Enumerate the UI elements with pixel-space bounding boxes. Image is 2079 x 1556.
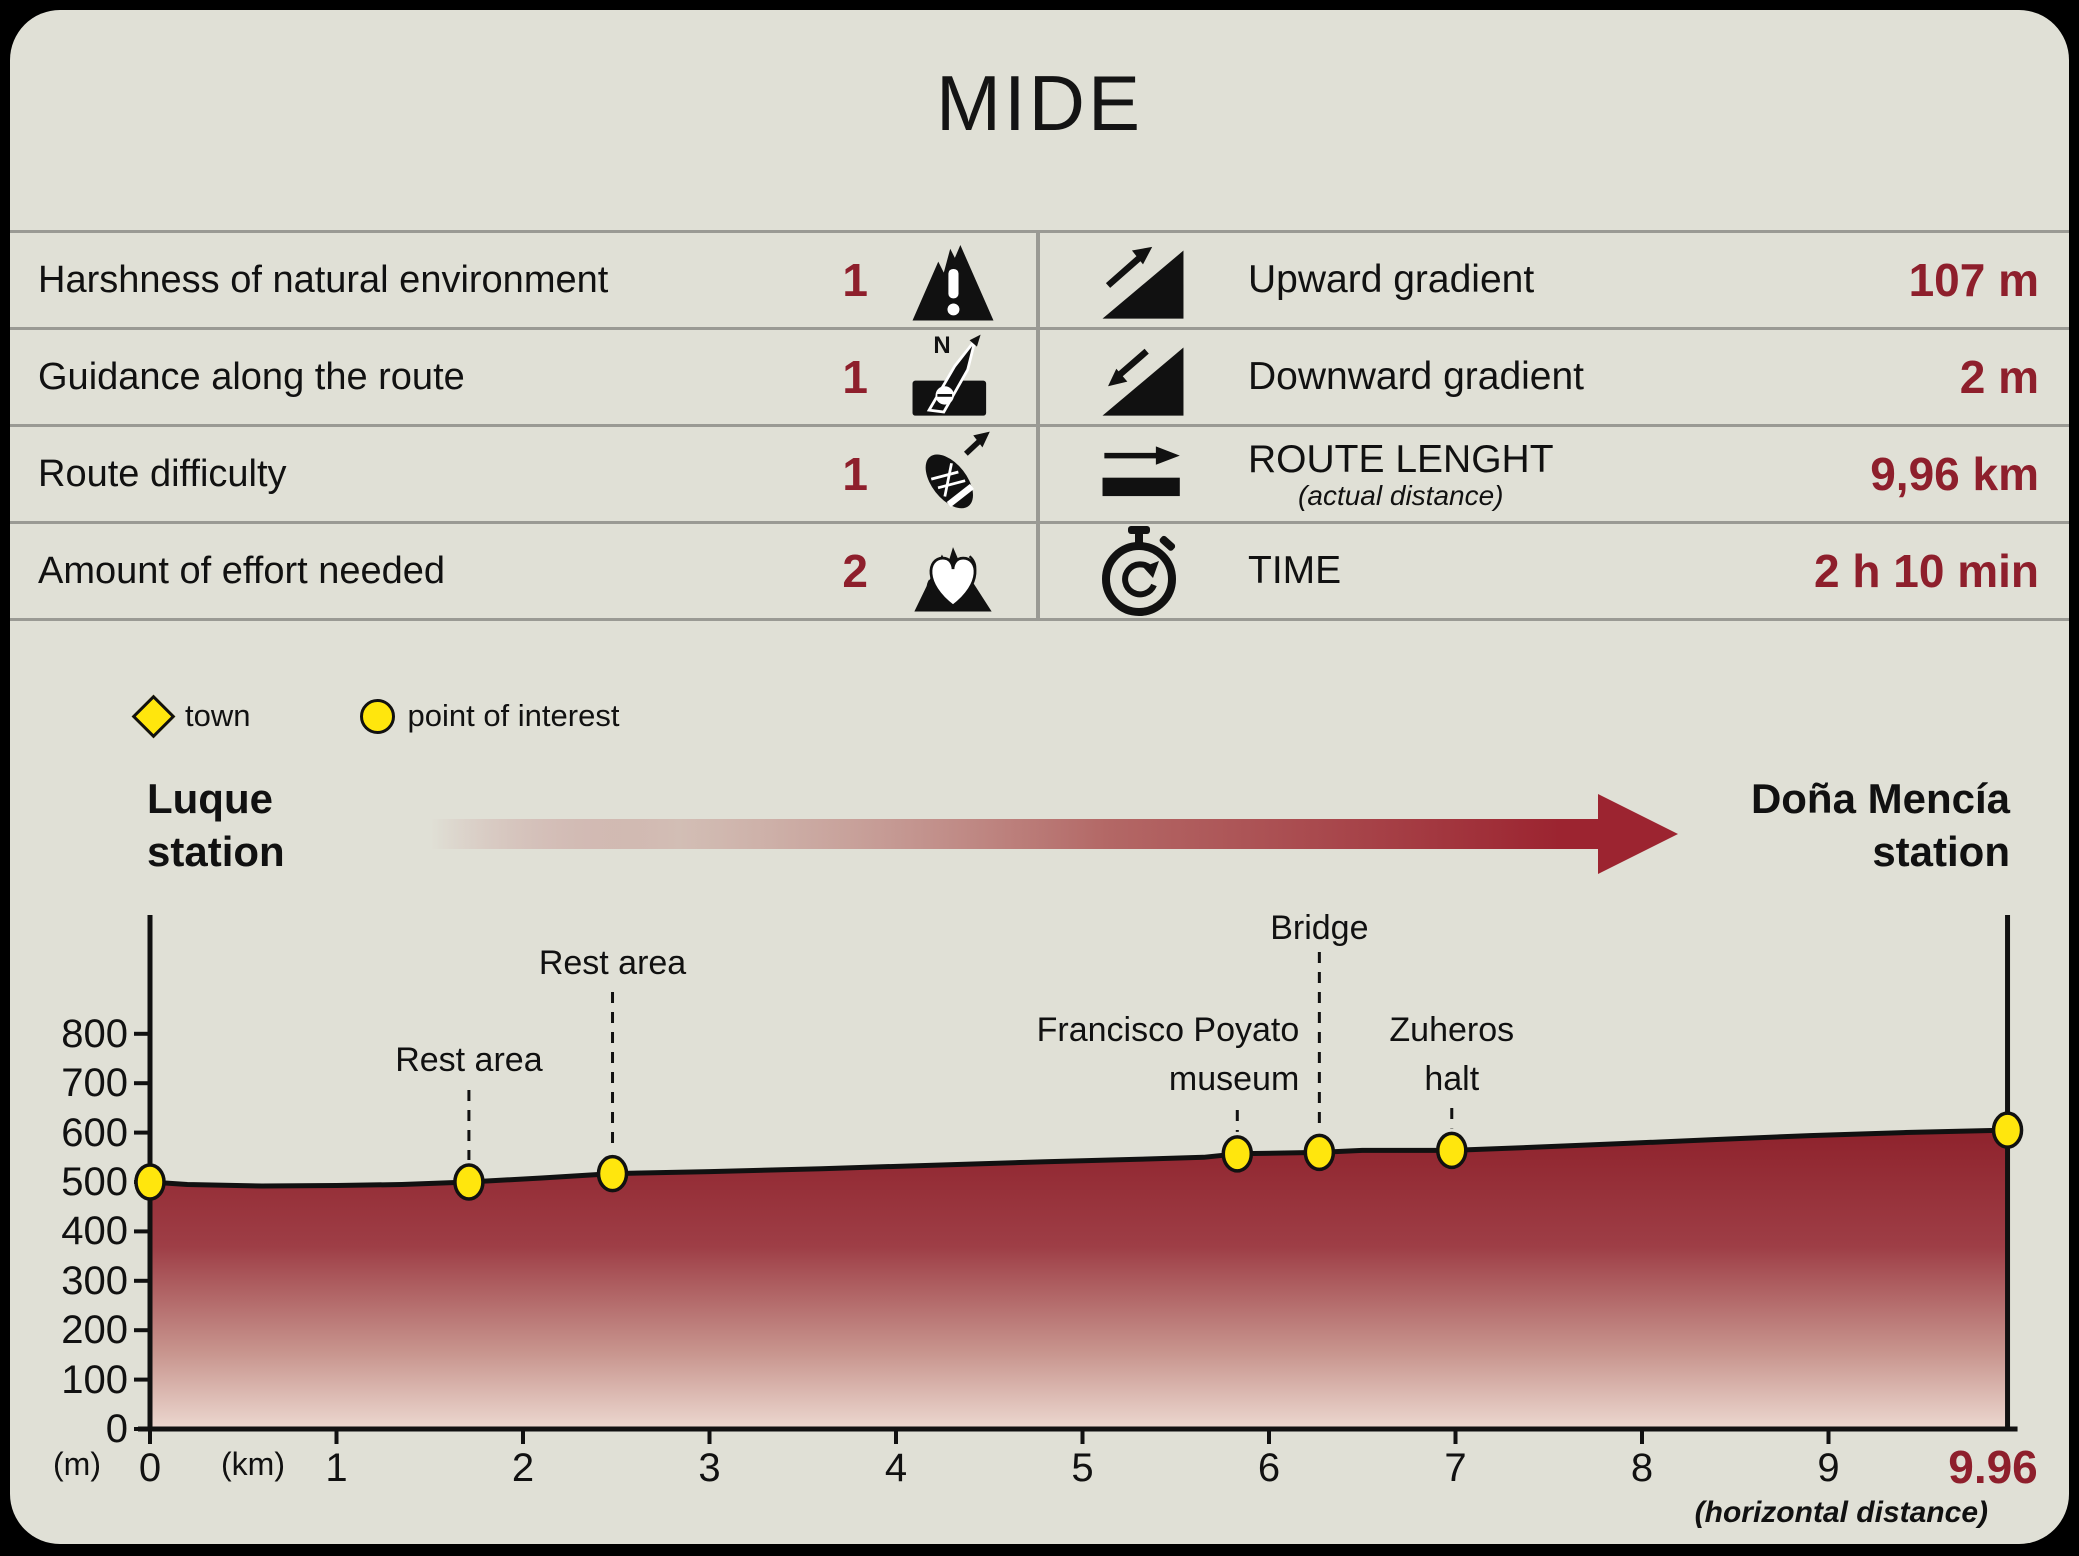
route-length-icon: [1038, 428, 1248, 520]
route-length-cell: ROUTE LENGHT (actual distance) 9,96 km: [1038, 427, 2069, 521]
y-tick-label-100: 100: [61, 1357, 128, 1402]
town-diamond-icon: [131, 694, 176, 738]
y-tick-label-600: 600: [61, 1110, 128, 1155]
effort-score: 2: [842, 545, 868, 597]
effort-label: Amount of effort needed: [38, 549, 446, 592]
upward-gradient-value: 107 m: [1908, 254, 2039, 306]
x-tick-label-7: 7: [1444, 1446, 1467, 1490]
y-tick-label-400: 400: [61, 1209, 128, 1254]
start-station-label: Luque station: [147, 775, 285, 875]
downward-gradient-value: 2 m: [1959, 351, 2039, 403]
y-tick-label-300: 300: [61, 1258, 128, 1303]
x-tick-label-5: 5: [1071, 1446, 1094, 1490]
upward-gradient-cell: Upward gradient 107 m: [1038, 233, 2069, 327]
effort-cell: Amount of effort needed 2: [10, 524, 1038, 618]
x-tick-label-9: 9: [1817, 1446, 1840, 1490]
point-of-interest-circle-icon: [360, 698, 396, 734]
x-tick-label-4: 4: [884, 1446, 908, 1490]
downward-gradient-label: Downward gradient: [1248, 355, 1585, 398]
x-tick-label-8: 8: [1630, 1446, 1654, 1490]
harshness-label: Harshness of natural environment: [38, 258, 609, 301]
time-value: 2 h 10 min: [1814, 545, 2039, 597]
route-length-value: 9,96 km: [1870, 448, 2039, 500]
x-axis-unit-label: (km): [221, 1446, 285, 1482]
x-tick-label-0: 0: [138, 1446, 162, 1490]
y-tick-label-200: 200: [61, 1308, 128, 1353]
route-length-sublabel: (actual distance): [1298, 479, 1504, 511]
y-tick-label-800: 800: [61, 1011, 128, 1056]
compass-icon: N: [868, 331, 1038, 423]
difficulty-cell: Route difficulty 1: [10, 427, 1038, 521]
rest-area-1-label: Rest area: [395, 1041, 543, 1079]
x-tick-label-2: 2: [511, 1446, 535, 1490]
heart-mountain-icon: [868, 525, 1038, 617]
upward-gradient-icon: [1038, 234, 1248, 326]
y-tick-label-500: 500: [61, 1160, 128, 1204]
upward-gradient-label: Upward gradient: [1248, 258, 1535, 301]
stopwatch-icon: [1038, 521, 1248, 621]
y-tick-label-700: 700: [61, 1061, 128, 1106]
harshness-score: 1: [842, 254, 868, 306]
route-length-label: ROUTE LENGHT: [1248, 437, 1554, 481]
town-legend-label: town: [185, 698, 251, 733]
harshness-cell: Harshness of natural environment 1: [10, 233, 1038, 327]
guidance-label: Guidance along the route: [38, 355, 465, 398]
guidance-cell: Guidance along the route 1 N: [10, 330, 1038, 424]
x-tick-label-6: 6: [1257, 1446, 1281, 1490]
x-tick-label-3: 3: [698, 1446, 721, 1490]
x-tick-label-1: 1: [325, 1446, 348, 1490]
table-column-divider: [1036, 233, 1040, 621]
compass-north-letter: N: [933, 332, 950, 359]
mountain-warning-icon: [868, 234, 1038, 326]
chart-legend: town point of interest: [131, 690, 620, 742]
route-end-distance-label: 9.96: [1948, 1441, 2038, 1493]
y-tick-label-0: 0: [105, 1407, 128, 1451]
francisco-poyato-museum-label: Francisco Poyato museum: [1036, 1011, 1300, 1098]
bridge-label: Bridge: [1270, 909, 1369, 947]
time-label: TIME: [1248, 549, 1342, 592]
horizontal-distance-note: (horizontal distance): [1694, 1496, 1988, 1529]
difficulty-score: 1: [842, 448, 868, 500]
zuheros-halt-label: Zuheros halt: [1389, 1011, 1515, 1098]
downward-gradient-icon: [1038, 331, 1248, 423]
mide-table: Harshness of natural environment 1: [10, 230, 2069, 621]
downward-gradient-cell: Downward gradient 2 m: [1038, 330, 2069, 424]
difficulty-label: Route difficulty: [38, 452, 287, 495]
y-axis-unit-label: (m): [53, 1446, 101, 1482]
time-cell: TIME 2 h 10 min: [1038, 524, 2069, 618]
boot-icon: [868, 428, 1038, 520]
rest-area-2-label: Rest area: [538, 944, 687, 982]
poi-legend-label: point of interest: [407, 698, 620, 733]
end-station-label: Doña Mencía station: [1750, 775, 2010, 875]
route-length-label-block: ROUTE LENGHT (actual distance): [1248, 438, 1679, 510]
page-title: MIDE: [936, 59, 1143, 147]
guidance-score: 1: [842, 351, 868, 403]
